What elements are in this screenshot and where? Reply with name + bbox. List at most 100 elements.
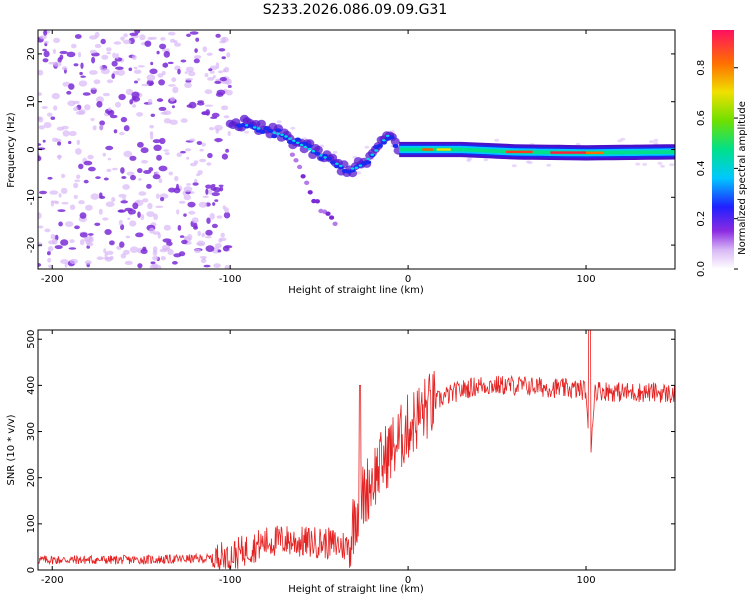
spectrogram-noise-dot bbox=[149, 68, 158, 75]
snr-ytick-label: 200 bbox=[26, 468, 37, 487]
spectrogram-ridge-peak bbox=[335, 162, 339, 165]
spectrogram-noise-dot bbox=[669, 163, 675, 167]
spectrogram-noise-dot bbox=[132, 202, 139, 210]
spectrogram-noise-dot bbox=[96, 256, 104, 261]
spectrogram-noise-dot bbox=[47, 176, 53, 180]
spectrogram-noise-dot bbox=[41, 106, 48, 109]
spectrogram-noise-dot bbox=[68, 247, 77, 250]
spectrogram-noise-dot bbox=[168, 84, 176, 87]
spectrogram-noise-dot bbox=[53, 61, 62, 67]
spectrogram-noise-dot bbox=[657, 161, 663, 165]
spectrogram-noise-dot bbox=[193, 55, 202, 60]
spectrogram-noise-dot bbox=[221, 105, 229, 111]
spectrogram-noise-dot bbox=[126, 171, 135, 176]
spectrogram-noise-dot bbox=[152, 139, 161, 144]
spectrogram-noise-dot bbox=[185, 66, 194, 73]
spectrogram-ridge-core bbox=[302, 141, 309, 146]
spectrogram-noise-dot bbox=[120, 167, 125, 174]
spectrogram-noise-dot bbox=[147, 202, 153, 210]
spectrogram-noise-dot bbox=[68, 83, 75, 90]
spectrogram-noise-dot bbox=[92, 125, 97, 131]
spectrogram-noise-dot bbox=[79, 239, 85, 246]
spectrogram-ridge-core bbox=[388, 135, 395, 140]
spectrogram-noise-dot bbox=[42, 48, 47, 52]
spectrogram-noise-dot bbox=[109, 114, 118, 119]
spectrogram-noise-dot bbox=[169, 119, 178, 125]
spectrogram-noise-dot bbox=[208, 127, 215, 131]
spectrogram-ridge-peak bbox=[252, 126, 257, 129]
spectrogram-ridge-peak bbox=[245, 124, 249, 127]
spectrogram-noise-dot bbox=[226, 52, 231, 58]
spectrogram-noise-dot bbox=[137, 263, 143, 269]
spectrogram-noise-dot bbox=[219, 77, 227, 82]
spectrogram-noise-dot bbox=[149, 133, 154, 140]
snr-ytick-label: 500 bbox=[26, 330, 37, 349]
spectrogram-noise-dot bbox=[164, 152, 170, 156]
spectrogram-noise-dot bbox=[156, 50, 160, 55]
spectrogram-noise-dot bbox=[171, 77, 177, 83]
spectrogram-noise-dot bbox=[364, 145, 370, 149]
spectrogram-noise-dot bbox=[51, 200, 59, 204]
snr-frame bbox=[37, 329, 676, 571]
spectrogram-noise-dot bbox=[161, 71, 166, 76]
spectrogram-noise-dot bbox=[113, 41, 122, 45]
spectrogram-noise-dot bbox=[111, 197, 116, 202]
spectrogram-noise-dot bbox=[153, 144, 162, 151]
spectrogram-noise-dot bbox=[60, 239, 69, 246]
spectrogram-noise-dot bbox=[223, 115, 230, 119]
spectrogram-noise-dot bbox=[77, 51, 82, 58]
spectrogram-noise-dot bbox=[123, 150, 133, 158]
chart-title: S233.2026.086.09.09.G31 bbox=[262, 2, 448, 18]
spectrogram-noise-dot bbox=[99, 65, 103, 71]
spectrogram-noise-dot bbox=[118, 193, 127, 198]
spectrogram-noise-dot bbox=[356, 171, 362, 175]
spectrogram-noise-dot bbox=[122, 39, 132, 45]
spectrogram-noise-dot bbox=[179, 235, 185, 238]
spectrogram-noise-dot bbox=[193, 160, 199, 164]
spectrogram-secondary-blob bbox=[297, 164, 303, 170]
spectrogram-noise-dot bbox=[53, 105, 58, 111]
spectrogram-noise-dot bbox=[89, 70, 98, 75]
spectrogram-noise-dot bbox=[58, 193, 62, 198]
spectrogram-noise-dot bbox=[106, 79, 114, 84]
spectrogram-noise-dot bbox=[159, 43, 167, 50]
spectrogram-secondary-blob bbox=[300, 174, 306, 179]
snr-axes: -200 -100 0 100 0 100 200 300 400 500 bbox=[26, 330, 675, 586]
spectrogram-noise-dot bbox=[176, 183, 179, 191]
spectrogram-ridge-core bbox=[377, 143, 383, 148]
spectrogram-noise-dot bbox=[137, 168, 143, 174]
spectrogram-noise-dot bbox=[39, 190, 47, 195]
spectrogram-noise-dot bbox=[61, 66, 68, 71]
spectrogram-noise-dot bbox=[125, 88, 134, 96]
colorbar bbox=[712, 30, 734, 269]
spectrogram-noise-dot bbox=[157, 265, 162, 269]
spectrogram-noise-dot bbox=[167, 61, 174, 65]
spectrogram-noise-dot bbox=[89, 49, 97, 54]
spectrogram-noise-dot bbox=[155, 205, 164, 208]
snr-plot bbox=[38, 330, 675, 570]
spectrogram-noise-dot bbox=[38, 116, 44, 123]
spectrogram-noise-dot bbox=[84, 104, 91, 111]
spectrogram-noise-dot bbox=[87, 233, 94, 236]
spectrogram-noise-dot bbox=[43, 41, 49, 44]
spectrogram-noise-dot bbox=[205, 184, 212, 189]
spectrogram-secondary-blob bbox=[325, 211, 331, 216]
spectrogram-noise-dot bbox=[50, 116, 56, 120]
spectrogram-band bbox=[399, 147, 675, 155]
spectrogram-noise-dot bbox=[74, 34, 82, 39]
spectrogram-noise-dot bbox=[215, 33, 221, 38]
spectrogram-ridge-peak bbox=[311, 150, 316, 153]
spectrogram-noise-dot bbox=[157, 73, 164, 78]
spectrogram-noise-dot bbox=[96, 101, 103, 108]
spectrogram-noise-dot bbox=[276, 120, 282, 124]
spectrogram-ridge-peak bbox=[280, 133, 284, 136]
spectrogram-noise-dot bbox=[227, 130, 231, 137]
spectrogram-noise-dot bbox=[107, 157, 112, 161]
spectrogram-noise-dot bbox=[74, 225, 80, 230]
spectrogram-noise-dot bbox=[156, 193, 160, 199]
spectrogram-ridge-peak bbox=[276, 132, 281, 135]
spectrogram-ridge-core bbox=[326, 156, 333, 161]
spectrogram-noise-dot bbox=[128, 67, 133, 72]
